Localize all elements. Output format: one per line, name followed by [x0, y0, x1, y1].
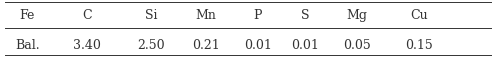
- Text: 0.21: 0.21: [192, 38, 220, 51]
- Text: Bal.: Bal.: [15, 38, 40, 51]
- Text: Cu: Cu: [410, 9, 428, 22]
- Text: P: P: [253, 9, 262, 22]
- Text: Mg: Mg: [347, 9, 368, 22]
- Text: 0.05: 0.05: [343, 38, 371, 51]
- Text: Fe: Fe: [20, 9, 35, 22]
- Text: Si: Si: [145, 9, 158, 22]
- Text: 0.15: 0.15: [405, 38, 433, 51]
- Text: 2.50: 2.50: [137, 38, 165, 51]
- Text: S: S: [301, 9, 310, 22]
- Text: C: C: [82, 9, 92, 22]
- Text: 3.40: 3.40: [73, 38, 101, 51]
- Text: 0.01: 0.01: [244, 38, 272, 51]
- Text: Mn: Mn: [195, 9, 216, 22]
- Text: 0.01: 0.01: [291, 38, 319, 51]
